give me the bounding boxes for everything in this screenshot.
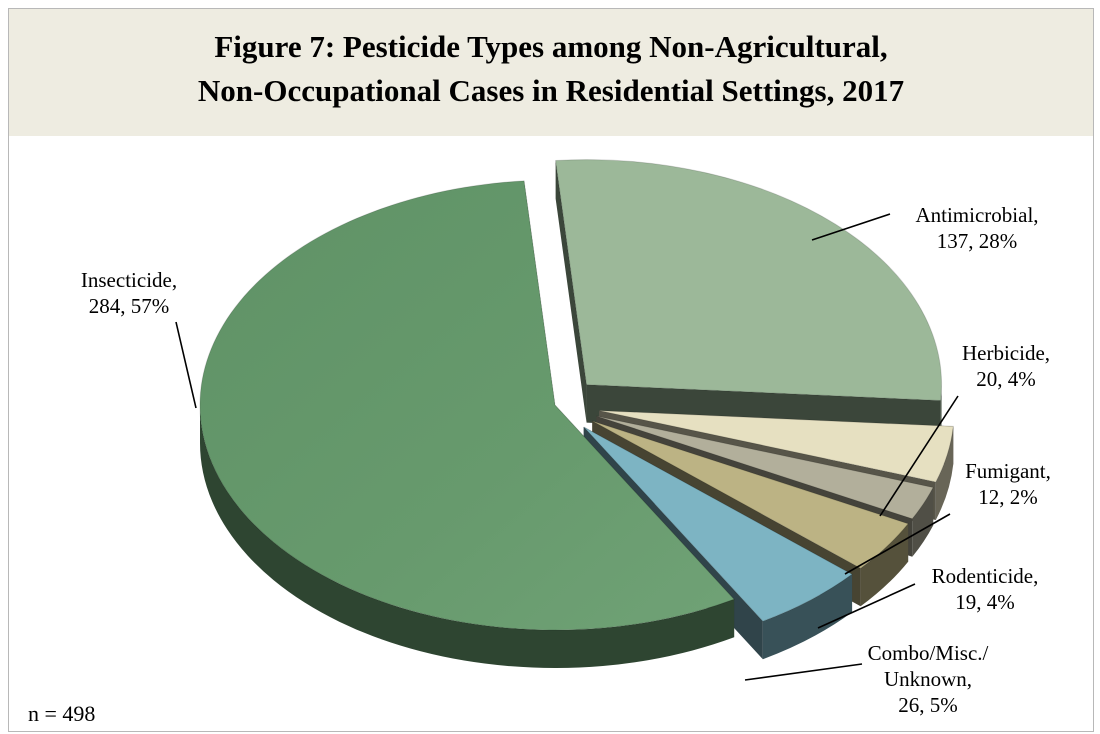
leader-line-rodenticide [817, 583, 916, 629]
slice-insecticide [199, 180, 735, 631]
leader-line-antimicrobial [811, 213, 891, 241]
data-label-insecticide: Insecticide, 284, 57% [81, 268, 177, 318]
data-label-line: Combo/Misc./ [868, 641, 989, 665]
data-label-line: 284, 57% [89, 294, 170, 318]
slice-rim-fumigant-0 [912, 487, 934, 557]
data-label-line: 19, 4% [955, 590, 1015, 614]
chart-title: Figure 7: Pesticide Types among Non-Agri… [9, 25, 1093, 113]
data-label-fumigant: Fumigant, 12, 2% [965, 459, 1051, 509]
leader-line-fumigant [844, 513, 951, 575]
data-label-line: Herbicide, [962, 341, 1050, 365]
data-label-line: 26, 5% [898, 693, 958, 717]
slice-rim-herbicide-0 [935, 426, 954, 520]
slice-rodenticide [592, 420, 909, 569]
slice-herbicide [599, 410, 954, 483]
chart-title-line-1: Figure 7: Pesticide Types among Non-Agri… [214, 29, 888, 64]
title-band: Figure 7: Pesticide Types among Non-Agri… [9, 9, 1093, 136]
data-label-combo-misc-unknown: Combo/Misc./Unknown, 26, 5% [868, 641, 989, 717]
leader-line-herbicide [879, 395, 959, 517]
data-label-line: Fumigant, [965, 459, 1051, 483]
data-label-antimicrobial: Antimicrobial, 137, 28% [915, 203, 1038, 253]
data-label-line: Rodenticide, [932, 564, 1039, 588]
data-label-line: 137, 28% [937, 229, 1018, 253]
data-label-line: 12, 2% [978, 485, 1038, 509]
data-label-line: Insecticide, [81, 268, 177, 292]
leader-line-combo-misc-unknown [744, 663, 863, 681]
data-label-line: 20, 4% [976, 367, 1036, 391]
slice-fumigant [596, 415, 934, 520]
data-label-rodenticide: Rodenticide, 19, 4% [932, 564, 1039, 614]
data-label-line: Unknown, [884, 667, 972, 691]
slice-antimicrobial [555, 159, 943, 402]
data-label-line: Antimicrobial, [915, 203, 1038, 227]
slice-combo-misc-unknown [583, 426, 853, 622]
chart-title-line-2: Non-Occupational Cases in Residential Se… [197, 73, 905, 108]
slice-rim-combo-misc-unknown-0 [762, 574, 853, 660]
slice-rim-insecticide-0 [199, 405, 735, 668]
pie-tops [199, 159, 954, 631]
data-label-herbicide: Herbicide, 20, 4% [962, 341, 1050, 391]
leader-line-insecticide [175, 321, 197, 409]
sample-size-note: n = 498 [28, 701, 95, 726]
slice-rim-antimicrobial-0 [940, 384, 942, 439]
slice-wall-antimicrobial-0 [555, 160, 587, 423]
